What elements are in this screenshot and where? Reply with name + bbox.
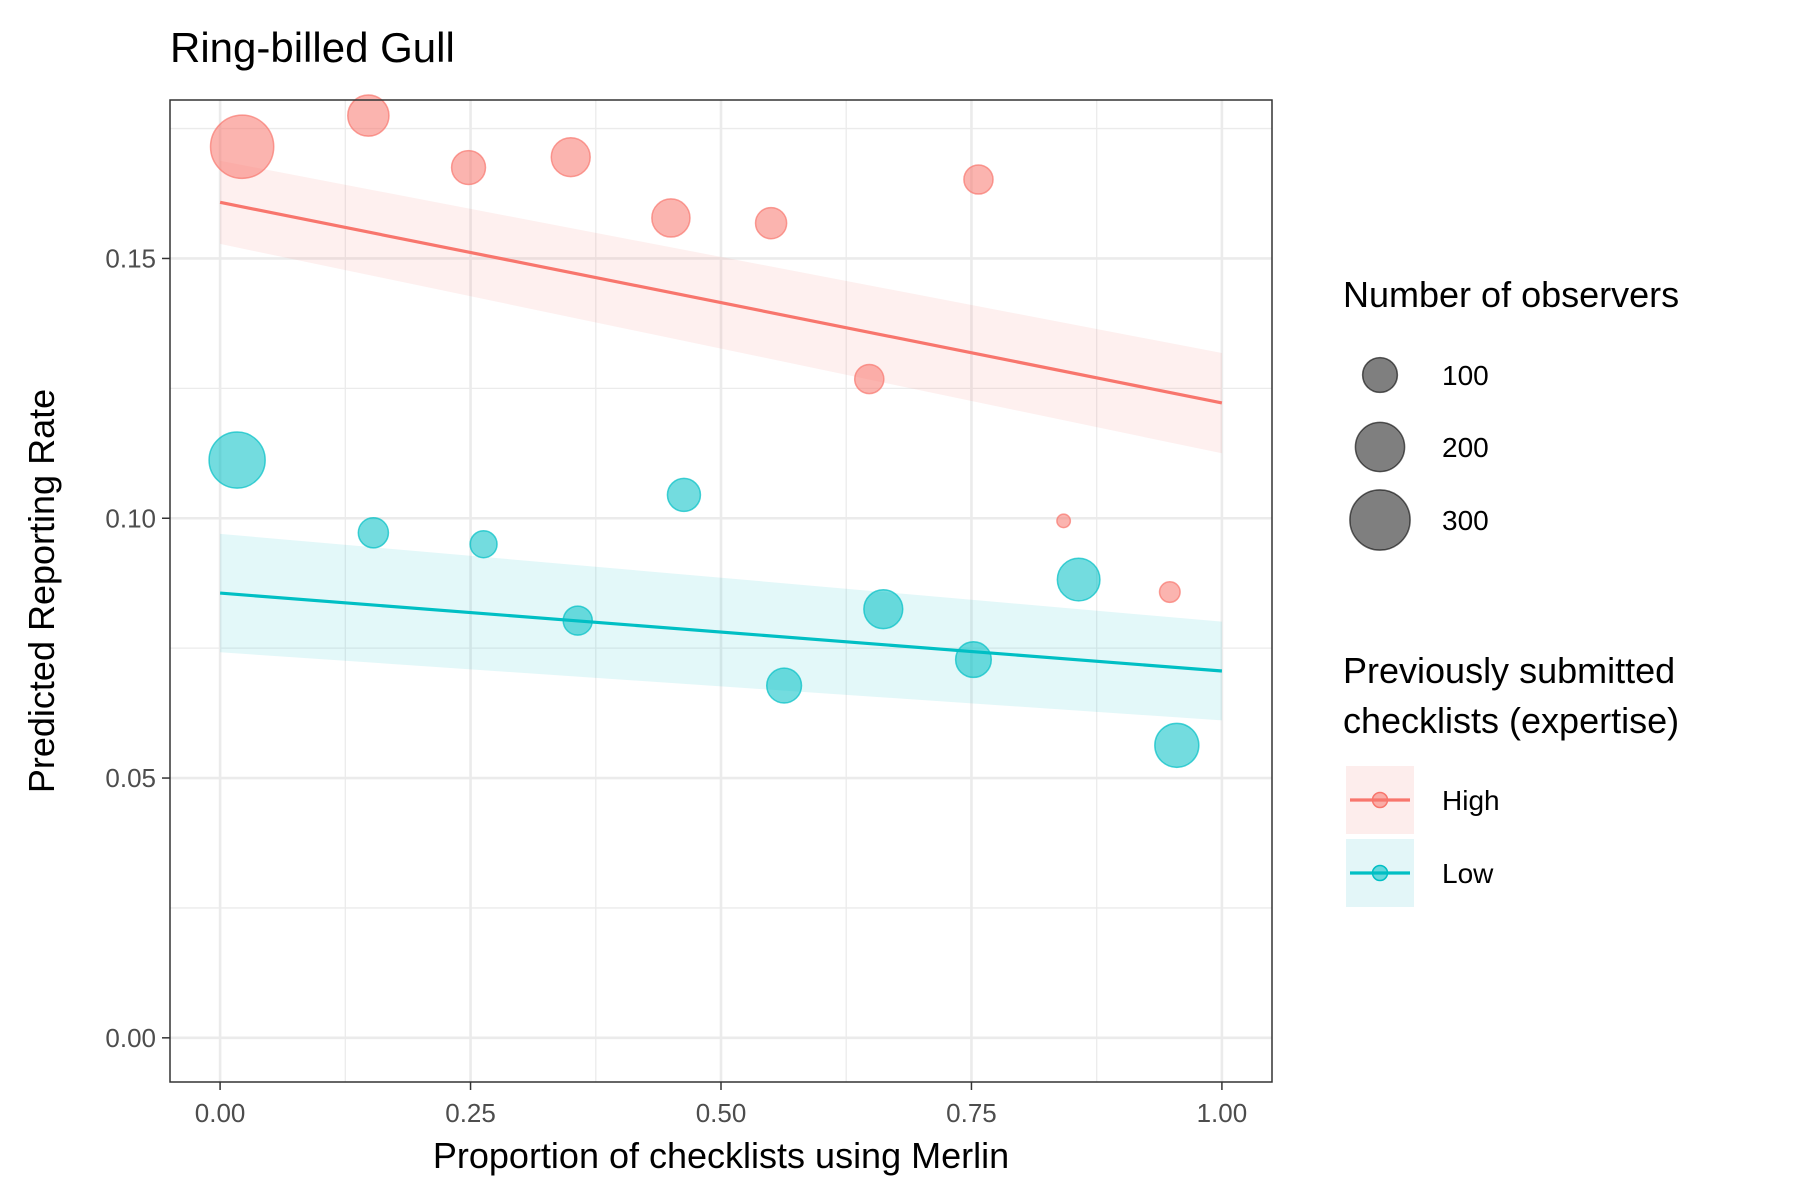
x-axis-title: Proportion of checklists using Merlin: [433, 1135, 1009, 1176]
y-tick-label: 0.00: [105, 1023, 156, 1053]
fit-line-high: [219, 200, 1223, 405]
data-point-high: [853, 363, 885, 395]
data-point-low: [469, 530, 498, 559]
color-legend-label: High: [1442, 785, 1500, 816]
data-point-low: [562, 605, 594, 636]
data-point-high: [450, 149, 487, 186]
data-point-high: [347, 94, 390, 137]
color-legend-key-point: [1371, 864, 1389, 882]
fit-lines: [219, 200, 1223, 673]
color-legend: High Low: [1346, 766, 1500, 907]
chart-title: Ring-billed Gull: [170, 24, 455, 71]
data-point-low: [765, 667, 803, 704]
size-legend-label: 200: [1442, 432, 1489, 463]
data-point-low: [1154, 722, 1200, 769]
color-legend-key-point: [1371, 791, 1389, 809]
legend-color-title-line2: checklists (expertise): [1343, 700, 1679, 741]
x-tick-label: 0.00: [195, 1098, 246, 1128]
data-point-high: [1056, 513, 1072, 529]
data-point-low: [666, 477, 702, 513]
data-points: [208, 94, 1200, 769]
fit-line-low: [219, 591, 1223, 673]
x-tick-label: 0.75: [946, 1098, 997, 1128]
size-legend-label: 100: [1442, 360, 1489, 391]
y-tick-label: 0.05: [105, 763, 156, 793]
plot-panel: [169, 94, 1273, 1083]
y-tick-label: 0.10: [105, 503, 156, 533]
data-point-low: [863, 588, 904, 630]
y-tick-label: 0.15: [105, 243, 156, 273]
x-tick-label: 0.50: [696, 1098, 747, 1128]
color-legend-label: Low: [1442, 858, 1494, 889]
legend: Number of observers 100 200 300 Previously…: [1343, 274, 1679, 907]
data-point-low: [954, 641, 993, 679]
size-legend-key: [1349, 489, 1411, 551]
size-legend-key: [1361, 356, 1399, 394]
confidence-band-high: [220, 160, 1222, 454]
data-point-low: [1056, 557, 1101, 602]
data-point-high: [963, 164, 994, 195]
x-tick-label: 0.25: [445, 1098, 496, 1128]
size-legend-label: 300: [1442, 505, 1489, 536]
x-tick-label: 1.00: [1197, 1098, 1248, 1128]
data-point-low: [208, 431, 266, 489]
data-point-high: [651, 198, 691, 238]
x-axis: 0.00 0.25 0.50 0.75 1.00: [195, 1082, 1247, 1128]
size-legend-key: [1354, 421, 1406, 473]
legend-size-title: Number of observers: [1343, 274, 1679, 315]
legend-color-title-line1: Previously submitted: [1343, 650, 1675, 691]
size-legend: 100 200 300: [1349, 356, 1489, 551]
data-point-high: [550, 136, 591, 178]
data-point-low: [357, 516, 390, 549]
data-point-high: [1158, 580, 1181, 604]
y-axis-title: Predicted Reporting Rate: [21, 389, 62, 793]
y-axis: 0.00 0.05 0.10 0.15: [105, 243, 170, 1053]
data-point-high: [209, 114, 275, 180]
data-point-high: [754, 206, 788, 240]
